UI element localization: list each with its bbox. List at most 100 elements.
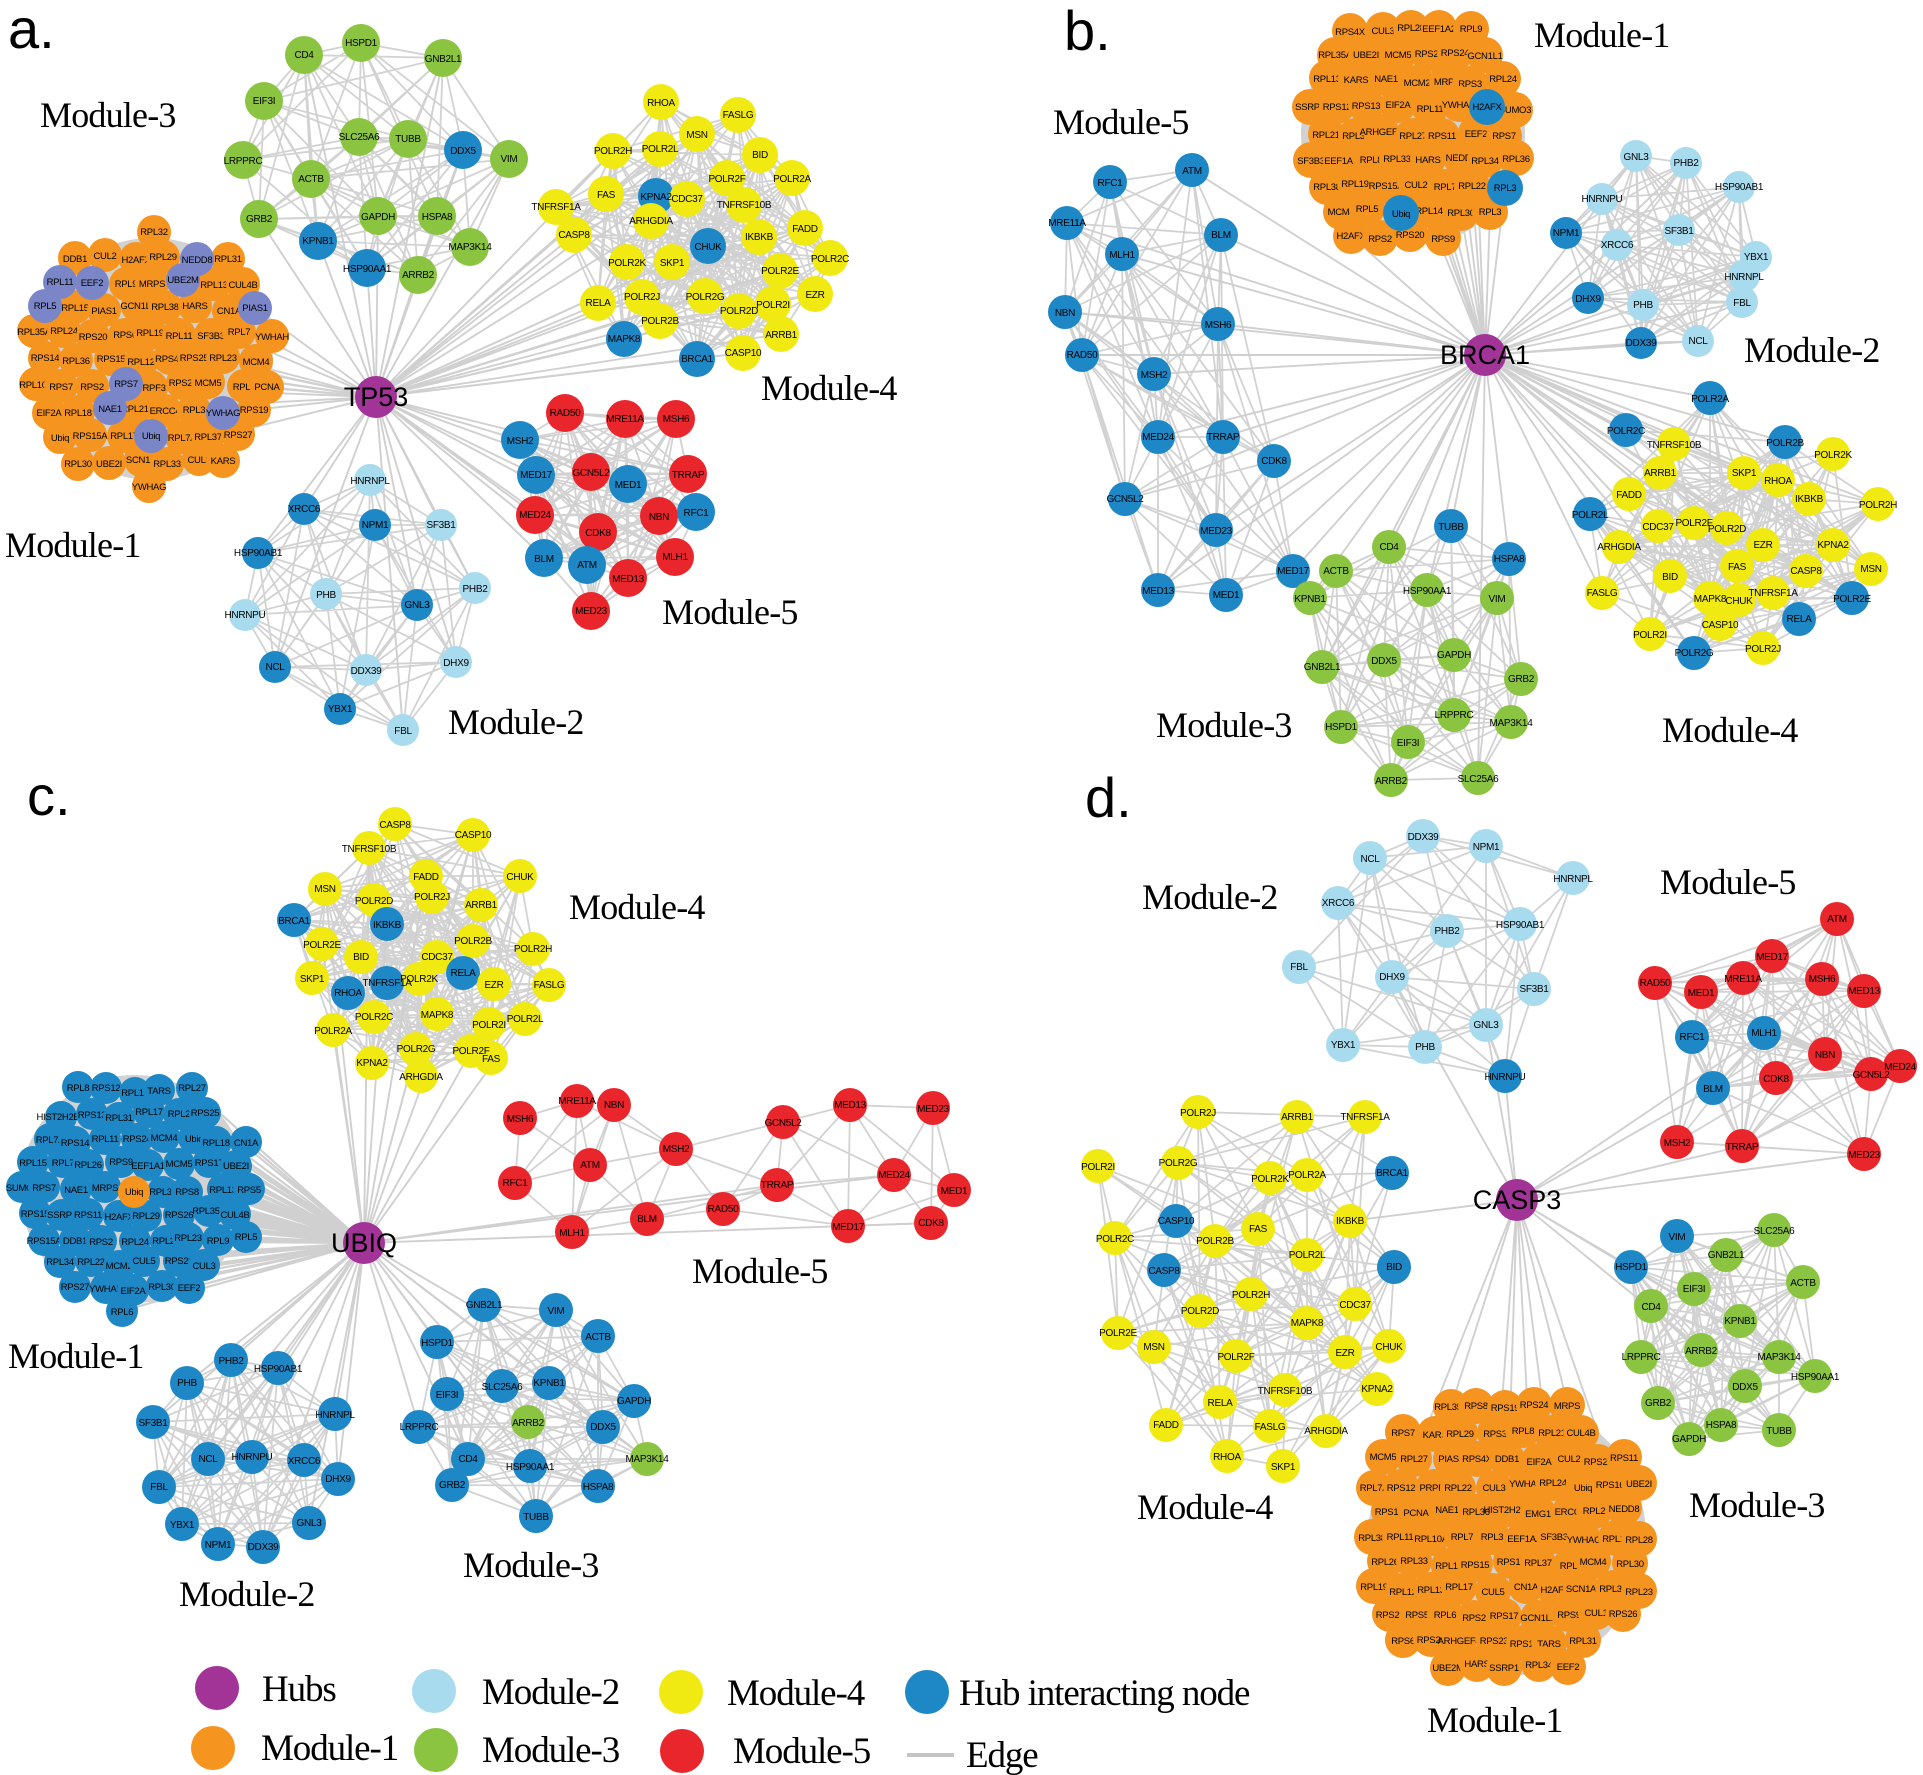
svg-text:DDX39: DDX39 <box>351 666 382 677</box>
svg-text:RPL13: RPL13 <box>1417 1585 1445 1596</box>
svg-text:CUL4B: CUL4B <box>220 1210 249 1221</box>
svg-text:UBIQ: UBIQ <box>331 1228 397 1258</box>
svg-text:XRCC6: XRCC6 <box>288 504 321 515</box>
svg-text:RPS7: RPS7 <box>32 1183 56 1194</box>
svg-text:BLM: BLM <box>534 554 554 565</box>
svg-text:CUL3: CUL3 <box>1482 1483 1505 1494</box>
svg-text:POLR2C: POLR2C <box>355 1012 393 1023</box>
svg-text:TRRAP: TRRAP <box>1726 1142 1759 1153</box>
svg-text:DDX39: DDX39 <box>1626 338 1657 349</box>
svg-text:DHX9: DHX9 <box>443 658 469 669</box>
svg-text:RPS7: RPS7 <box>1391 1428 1415 1439</box>
svg-text:RPS2: RPS2 <box>1368 234 1392 245</box>
svg-text:RPL31: RPL31 <box>214 254 242 265</box>
svg-text:RPS8: RPS8 <box>1464 1401 1488 1412</box>
svg-text:CDC37: CDC37 <box>1642 522 1674 533</box>
svg-text:Module-1: Module-1 <box>261 1728 398 1769</box>
svg-text:KARS: KARS <box>1344 75 1369 86</box>
svg-text:RPS11: RPS11 <box>1428 131 1456 142</box>
svg-text:a.: a. <box>8 0 55 60</box>
svg-text:CN1A: CN1A <box>217 306 242 317</box>
svg-text:ARRB1: ARRB1 <box>765 330 798 341</box>
svg-text:RPL30: RPL30 <box>1447 208 1475 219</box>
svg-text:UBE2M: UBE2M <box>1432 1663 1464 1674</box>
svg-text:UBE2I: UBE2I <box>1353 50 1379 61</box>
svg-text:Module-1: Module-1 <box>8 1336 144 1376</box>
svg-text:RPL35A: RPL35A <box>17 327 52 338</box>
svg-text:POLR2G: POLR2G <box>397 1044 436 1055</box>
svg-text:HIST2H2BE: HIST2H2BE <box>36 1112 85 1123</box>
svg-text:MRE11A: MRE11A <box>1724 974 1762 985</box>
svg-text:CDC37: CDC37 <box>1339 1300 1371 1311</box>
svg-text:NAE1: NAE1 <box>1374 74 1398 85</box>
svg-text:MED24: MED24 <box>1142 432 1175 443</box>
svg-text:YBX1: YBX1 <box>1744 252 1769 263</box>
svg-text:SF3B3: SF3B3 <box>1297 156 1325 167</box>
svg-text:RPL34: RPL34 <box>1471 156 1499 167</box>
svg-text:EMG1: EMG1 <box>1525 1509 1551 1520</box>
svg-text:RPL37: RPL37 <box>1524 1558 1552 1569</box>
svg-text:SSRP1: SSRP1 <box>1489 1663 1519 1674</box>
svg-text:MAPK8: MAPK8 <box>608 334 641 345</box>
svg-text:HNRNPL: HNRNPL <box>1724 272 1764 283</box>
svg-text:TUBB: TUBB <box>523 1512 549 1523</box>
svg-text:Module-5: Module-5 <box>733 1731 871 1772</box>
svg-text:UBE2I: UBE2I <box>1626 1479 1652 1490</box>
svg-text:RPL15: RPL15 <box>61 303 89 314</box>
svg-text:GCN1L1: GCN1L1 <box>120 301 155 312</box>
svg-text:RPL11: RPL11 <box>1417 104 1444 115</box>
svg-text:HNRNPL: HNRNPL <box>315 1410 355 1421</box>
svg-text:NEDD8: NEDD8 <box>1609 1504 1640 1515</box>
svg-text:BLM: BLM <box>637 1214 657 1225</box>
svg-text:BID: BID <box>1386 1262 1402 1273</box>
svg-text:RPL14: RPL14 <box>1435 1561 1463 1572</box>
svg-text:HSP90AA1: HSP90AA1 <box>1791 1372 1840 1383</box>
svg-text:NEDD8: NEDD8 <box>182 255 213 266</box>
svg-text:MAP3K14: MAP3K14 <box>626 1454 670 1465</box>
svg-text:PIAS1: PIAS1 <box>242 303 267 314</box>
svg-text:DHX9: DHX9 <box>1379 972 1405 983</box>
svg-text:RPL13: RPL13 <box>1313 74 1341 85</box>
svg-text:RPL23: RPL23 <box>209 353 237 364</box>
svg-text:MSH2: MSH2 <box>663 1144 690 1155</box>
svg-text:XRCC6: XRCC6 <box>288 1456 321 1467</box>
svg-text:RPS11: RPS11 <box>1610 1453 1638 1464</box>
svg-text:MED24: MED24 <box>519 510 552 521</box>
svg-text:RPL17: RPL17 <box>135 1107 163 1118</box>
svg-text:DHX9: DHX9 <box>1575 294 1601 305</box>
svg-text:GRB2: GRB2 <box>439 1480 466 1491</box>
svg-text:MED17: MED17 <box>520 470 553 481</box>
svg-text:MCM4: MCM4 <box>151 1133 178 1144</box>
svg-text:CUL3: CUL3 <box>192 1261 215 1272</box>
svg-text:SF3B1: SF3B1 <box>1664 226 1694 237</box>
svg-text:RAD50: RAD50 <box>1640 978 1671 989</box>
svg-text:MCM5: MCM5 <box>166 1159 193 1170</box>
svg-text:RPL11: RPL11 <box>92 1134 119 1145</box>
svg-text:KARS: KARS <box>211 456 236 467</box>
svg-text:RPL19: RPL19 <box>1360 1582 1388 1593</box>
svg-text:KPNA2: KPNA2 <box>640 192 672 203</box>
svg-text:HSP90AA1: HSP90AA1 <box>343 264 392 275</box>
svg-text:EZR: EZR <box>1753 540 1772 551</box>
svg-text:FADD: FADD <box>413 872 439 883</box>
svg-text:POLR2I: POLR2I <box>756 300 790 311</box>
svg-text:POLR2A: POLR2A <box>1288 1170 1326 1181</box>
svg-text:CUL4B: CUL4B <box>228 280 257 291</box>
svg-text:MRE11A: MRE11A <box>1048 218 1086 229</box>
svg-text:CASP8: CASP8 <box>1790 566 1822 577</box>
svg-text:CDC37: CDC37 <box>671 194 703 205</box>
svg-text:CASP10: CASP10 <box>1158 1216 1195 1227</box>
svg-text:RPL7A: RPL7A <box>36 1135 66 1146</box>
svg-text:TARS: TARS <box>1537 1639 1560 1650</box>
svg-text:MED17: MED17 <box>1277 566 1310 577</box>
svg-text:RPL10A: RPL10A <box>19 380 54 391</box>
svg-text:RPL30: RPL30 <box>1616 1559 1644 1570</box>
svg-text:MED17: MED17 <box>832 1222 865 1233</box>
svg-text:GRB2: GRB2 <box>1645 1398 1672 1409</box>
svg-text:YWHAG: YWHAG <box>206 408 240 419</box>
svg-text:GNB2L1: GNB2L1 <box>1304 662 1341 673</box>
svg-text:POLR2D: POLR2D <box>1708 524 1746 535</box>
svg-text:MCM5: MCM5 <box>1370 1452 1397 1463</box>
svg-text:POLR2K: POLR2K <box>1814 450 1852 461</box>
svg-text:HSPD1: HSPD1 <box>1325 722 1358 733</box>
